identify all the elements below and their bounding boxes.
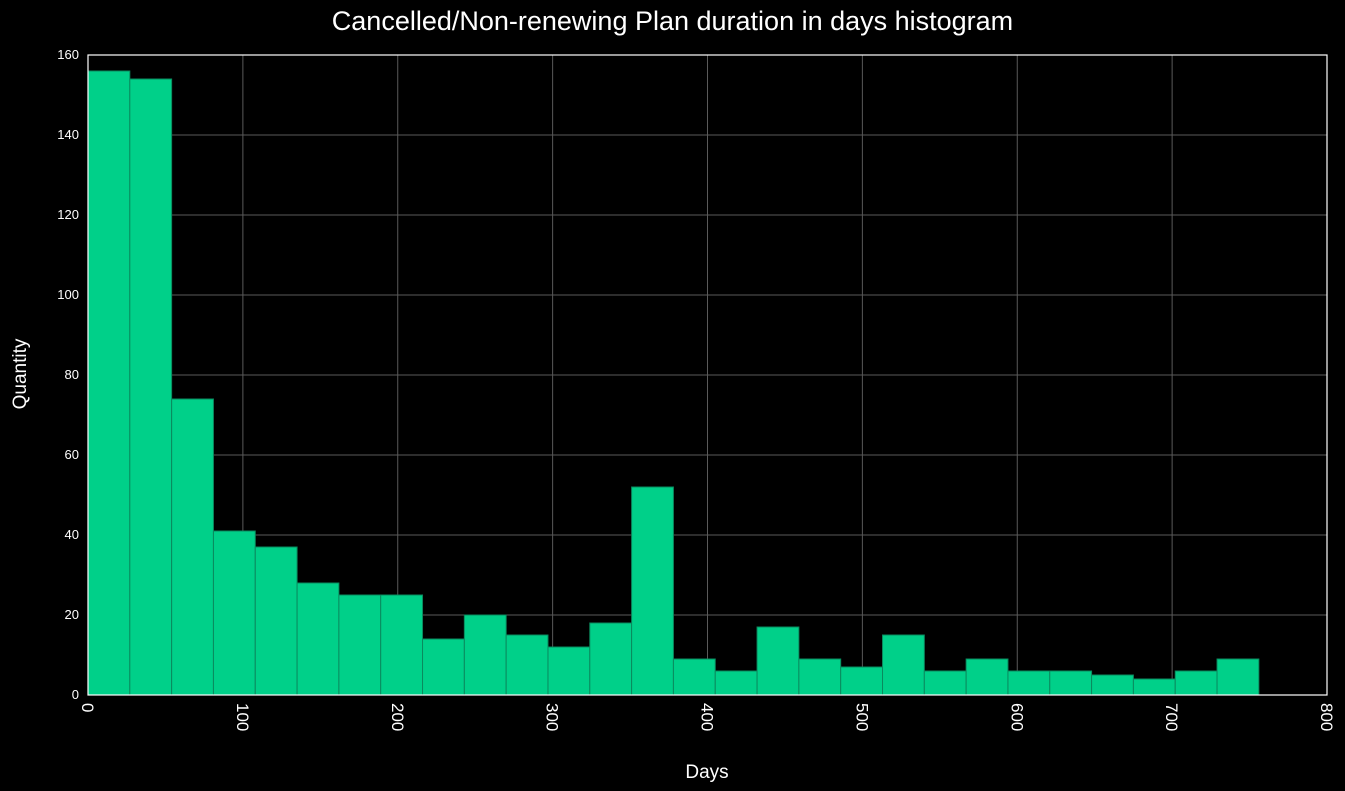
histogram-bar <box>798 658 842 696</box>
histogram-bar <box>1049 670 1093 696</box>
y-tick-label: 160 <box>57 47 79 62</box>
y-tick-label: 140 <box>57 127 79 142</box>
x-tick-label: 0 <box>78 703 97 712</box>
histogram-bar <box>380 594 424 696</box>
axes-frame <box>87 54 1328 696</box>
histogram-bar <box>714 670 758 696</box>
histogram-bar <box>756 626 800 696</box>
y-tick-label: 60 <box>65 447 79 462</box>
y-tick-label: 20 <box>65 607 79 622</box>
x-tick-label: 300 <box>543 703 562 731</box>
x-tick-label: 200 <box>388 703 407 731</box>
y-tick-labels: 0 20 40 60 80 100 120 140 160 <box>57 47 79 702</box>
histogram-bar <box>1132 678 1176 696</box>
histogram-bar <box>1174 670 1218 696</box>
x-tick-label: 100 <box>233 703 252 731</box>
y-axis-label: Quantity <box>10 338 31 409</box>
histogram-bar <box>171 398 214 696</box>
histogram-bar <box>882 634 925 696</box>
histogram-bar <box>672 658 716 696</box>
x-tick-labels: 0 100 200 300 400 500 600 700 800 <box>78 703 1336 731</box>
histogram-bar <box>129 78 173 696</box>
histogram-bar <box>463 614 507 696</box>
histogram-bar <box>1091 674 1134 696</box>
histogram-bar <box>1007 670 1051 696</box>
histogram-bar <box>1216 658 1260 696</box>
x-tick-label: 700 <box>1162 703 1181 731</box>
histogram-bar <box>87 70 131 696</box>
y-tick-label: 40 <box>65 527 79 542</box>
histogram-bar <box>547 646 591 696</box>
x-axis-label: Days <box>685 762 728 783</box>
plot-frame <box>87 54 1328 696</box>
histogram-bar <box>254 546 298 696</box>
x-tick-label: 600 <box>1007 703 1026 731</box>
bars <box>87 70 1260 696</box>
y-tick-label: 80 <box>65 367 79 382</box>
histogram-bar <box>296 582 340 696</box>
histogram-bar <box>589 622 633 696</box>
x-tick-label: 400 <box>698 703 717 731</box>
histogram-bar <box>338 594 382 696</box>
histogram-bar <box>631 486 674 696</box>
x-tick-label: 500 <box>852 703 871 731</box>
histogram-bar <box>840 666 884 696</box>
histogram-bar <box>422 638 465 696</box>
y-tick-label: 0 <box>72 687 79 702</box>
histogram-bar <box>212 530 256 696</box>
y-tick-label: 100 <box>57 287 79 302</box>
histogram-bar <box>505 634 549 696</box>
y-tick-label: 120 <box>57 207 79 222</box>
histogram-bar <box>923 670 967 696</box>
x-tick-label: 800 <box>1317 703 1336 731</box>
chart-title: Cancelled/Non-renewing Plan duration in … <box>331 6 1014 36</box>
histogram-bar <box>965 658 1009 696</box>
